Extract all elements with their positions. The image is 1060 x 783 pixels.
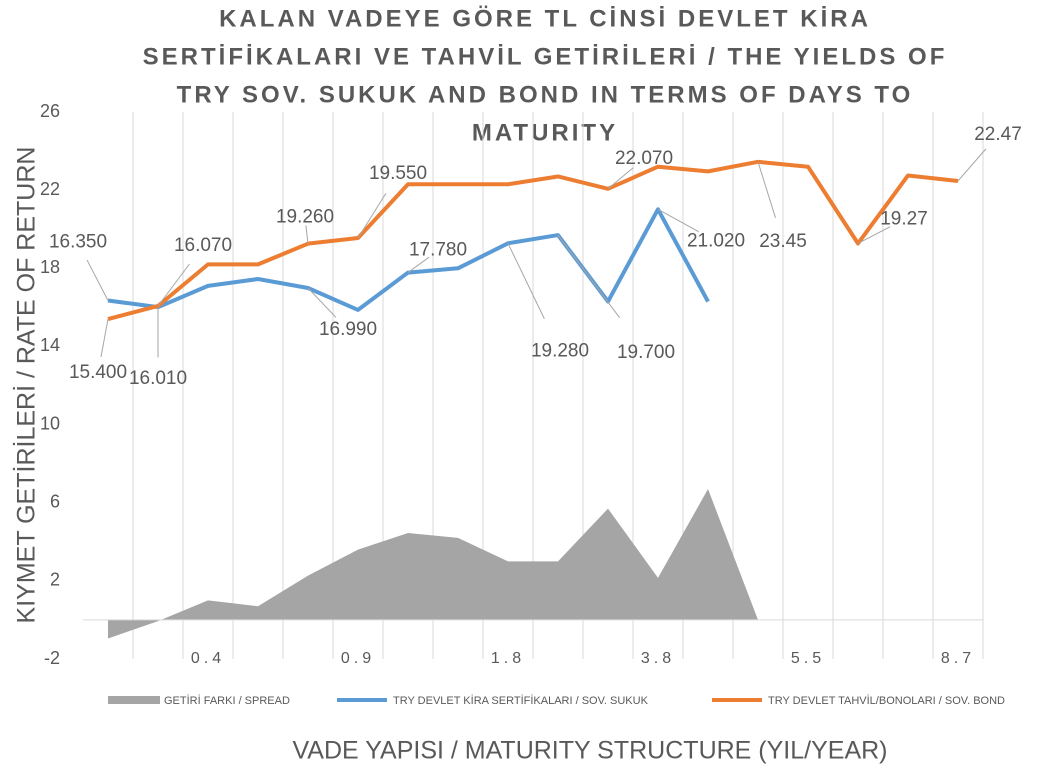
line	[107, 159, 959, 322]
data-label: 19.550	[369, 163, 427, 184]
leader-line	[507, 243, 545, 320]
leader-line	[100, 318, 109, 357]
chart-title: KALAN VADEYE GÖRE TL CİNSİ DEVLET KİRA	[219, 5, 871, 32]
leader-line	[307, 287, 337, 318]
leader-line	[857, 226, 891, 244]
chart-title: MATURITY	[472, 119, 618, 146]
y-tick-label: 26	[40, 101, 60, 121]
data-label: 16.070	[174, 235, 232, 256]
x-tick-label: 0.9	[341, 650, 375, 667]
data-label: 19.27	[880, 208, 928, 229]
data-label: 22.47	[974, 124, 1022, 145]
leader-line	[757, 161, 776, 218]
x-axis-label: VADE YAPISI / MATURITY STRUCTURE (YIL/YE…	[292, 737, 887, 765]
leader-line	[86, 259, 109, 301]
y-tick-label: 10	[40, 413, 60, 433]
leader-line	[557, 234, 621, 318]
x-tick-label: 8.7	[941, 650, 975, 667]
y-tick-label: 6	[50, 491, 60, 511]
legend-label: TRY DEVLET KİRA SERTİFİKALARI / SOV. SUK…	[393, 694, 649, 707]
x-tick-label: 5.5	[791, 650, 825, 667]
x-tick-label: 1.8	[491, 650, 525, 667]
area	[108, 489, 758, 639]
data-label: 23.45	[759, 231, 807, 252]
y-tick-label: 22	[40, 179, 60, 199]
y-tick-label: 14	[40, 335, 60, 355]
data-label: 15.400	[69, 362, 127, 383]
legend-swatch	[108, 696, 160, 704]
data-label: 22.070	[615, 148, 673, 169]
chart-title: SERTİFİKALARI VE TAHVİL GETİRİLERİ / THE…	[143, 43, 948, 70]
leader-line	[657, 208, 699, 233]
y-axis-label: KIYMET GETİRİLERİ / RATE OF RETURN	[12, 147, 41, 624]
legend-label: TRY DEVLET TAHVİL/BONOLARI / SOV. BOND	[768, 694, 1005, 707]
data-label: 19.700	[617, 342, 675, 363]
y-tick-label: 2	[50, 570, 60, 590]
leader-line	[157, 263, 190, 307]
leader-line	[407, 256, 430, 273]
leader-line	[357, 192, 387, 239]
leader-line	[957, 148, 987, 182]
data-label: 21.020	[687, 230, 745, 251]
data-label: 19.260	[276, 207, 334, 228]
x-tick-label: 3.8	[641, 650, 675, 667]
data-label: 17.780	[409, 240, 467, 261]
chart-title: TRY SOV. SUKUK AND BOND IN TERMS OF DAYS…	[177, 81, 914, 108]
data-label: 19.280	[531, 340, 589, 361]
data-label: 16.010	[129, 368, 187, 389]
data-label: 16.990	[319, 319, 377, 340]
y-tick-label: 18	[40, 257, 60, 277]
y-tick-label: -2	[44, 648, 60, 668]
legend-label: GETİRİ FARKI / SPREAD	[164, 694, 290, 707]
leader-line	[305, 225, 309, 244]
data-label: 16.350	[49, 232, 107, 253]
leader-line	[607, 167, 634, 190]
x-tick-label: 0.4	[191, 650, 225, 667]
